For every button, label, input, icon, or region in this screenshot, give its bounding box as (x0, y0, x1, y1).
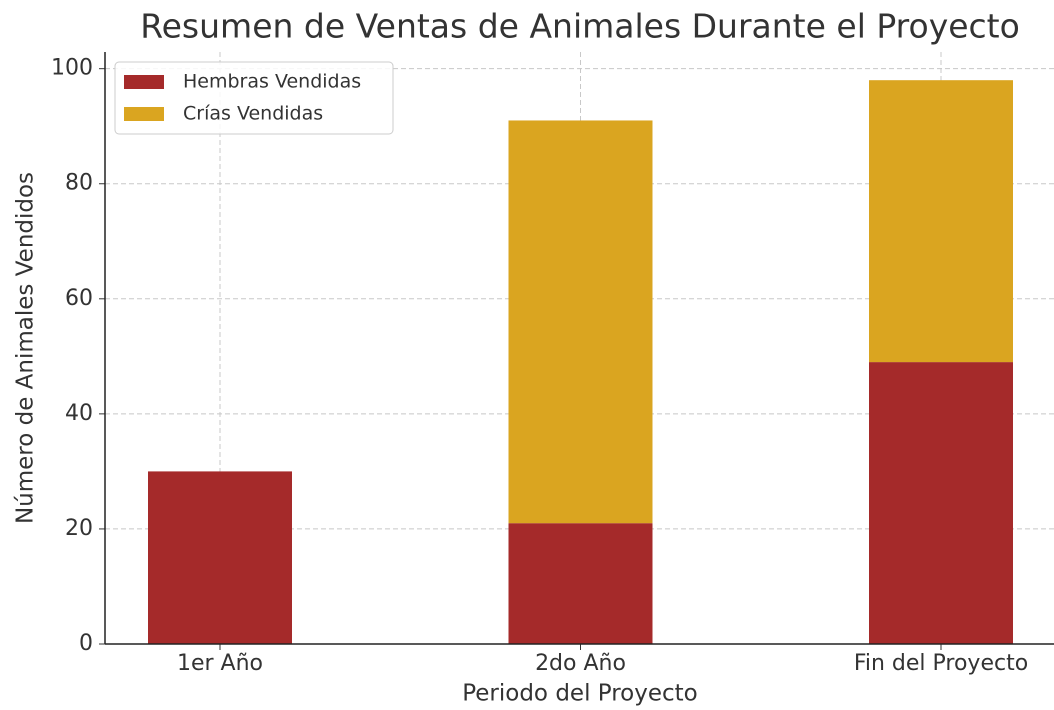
y-tick-label: 40 (65, 401, 93, 426)
y-axis-label: Número de Animales Vendidos (13, 172, 39, 524)
y-tick-label: 20 (65, 516, 93, 541)
bar (508, 120, 653, 524)
legend-swatch (124, 107, 164, 121)
x-tick-label: 2do Año (535, 651, 626, 676)
bar (869, 80, 1013, 363)
legend: Hembras Vendidas Crías Vendidas (114, 61, 394, 135)
chart-title: Resumen de Ventas de Animales Durante el… (140, 7, 1020, 46)
x-tick-label: 1er Año (177, 651, 263, 676)
x-axis-label: Periodo del Proyecto (462, 681, 698, 707)
legend-swatch (124, 75, 164, 89)
x-tick-label: Fin del Proyecto (854, 651, 1028, 676)
y-tick-label: 80 (65, 171, 93, 196)
y-tick-label: 0 (79, 631, 93, 656)
y-tick-label: 100 (51, 56, 93, 81)
y-tick-label: 60 (65, 286, 93, 311)
legend-label: Hembras Vendidas (183, 71, 361, 93)
bar (508, 523, 653, 644)
legend-box (114, 61, 394, 135)
bar (148, 471, 292, 644)
bar (869, 362, 1013, 644)
legend-label: Crías Vendidas (183, 103, 323, 125)
